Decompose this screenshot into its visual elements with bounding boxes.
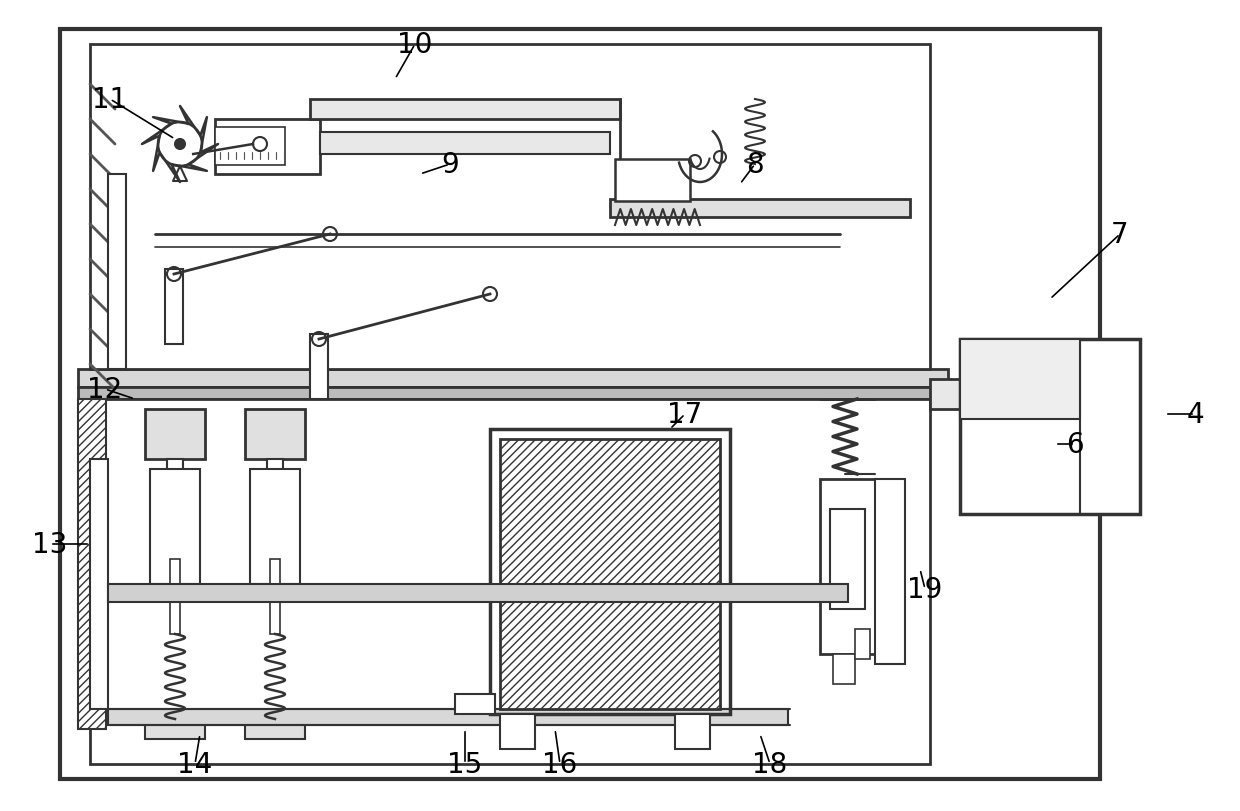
Text: 10: 10 (397, 31, 433, 59)
Bar (960, 340, 1080, 419)
Text: 17: 17 (667, 401, 703, 428)
Text: 7: 7 (1111, 221, 1128, 249)
Bar (500, 714, 534, 749)
Bar (215, 128, 285, 165)
Bar (250, 470, 300, 584)
Text: 4: 4 (1187, 401, 1204, 428)
Bar (270, 560, 280, 634)
Bar (833, 654, 856, 684)
Bar (310, 335, 329, 400)
Bar (310, 100, 620, 120)
Bar (930, 380, 960, 410)
Bar (145, 719, 205, 739)
Text: 9: 9 (441, 151, 459, 178)
Text: 6: 6 (1066, 431, 1084, 458)
Bar (246, 410, 305, 460)
Text: 16: 16 (542, 750, 578, 778)
Bar (91, 460, 108, 709)
Bar (960, 340, 1140, 514)
Text: 12: 12 (87, 375, 123, 404)
Bar (500, 440, 720, 709)
Bar (78, 400, 105, 729)
Bar (145, 410, 205, 460)
Text: 19: 19 (908, 575, 942, 603)
Bar (320, 133, 610, 155)
Text: 18: 18 (753, 750, 787, 778)
Bar (830, 509, 866, 609)
Bar (856, 629, 870, 659)
Bar (91, 400, 930, 764)
Text: 14: 14 (177, 750, 212, 778)
Text: 8: 8 (746, 151, 764, 178)
Circle shape (175, 139, 185, 150)
Bar (615, 160, 689, 202)
Bar (246, 719, 305, 739)
Bar (91, 45, 930, 370)
Bar (875, 479, 905, 664)
Bar (108, 709, 787, 725)
Bar (60, 30, 1100, 779)
Bar (675, 714, 711, 749)
Bar (267, 460, 283, 560)
Bar (78, 370, 949, 388)
Bar (610, 200, 910, 217)
Bar (167, 460, 184, 560)
Text: 13: 13 (32, 530, 68, 558)
Bar (215, 120, 320, 175)
Bar (455, 694, 495, 714)
Bar (820, 479, 875, 654)
Bar (150, 470, 200, 584)
Bar (108, 175, 126, 370)
Bar (78, 388, 949, 400)
Bar (170, 560, 180, 634)
Text: 15: 15 (448, 750, 482, 778)
Bar (490, 430, 730, 714)
Bar (165, 270, 184, 345)
Bar (108, 584, 848, 603)
Text: 11: 11 (92, 86, 128, 114)
